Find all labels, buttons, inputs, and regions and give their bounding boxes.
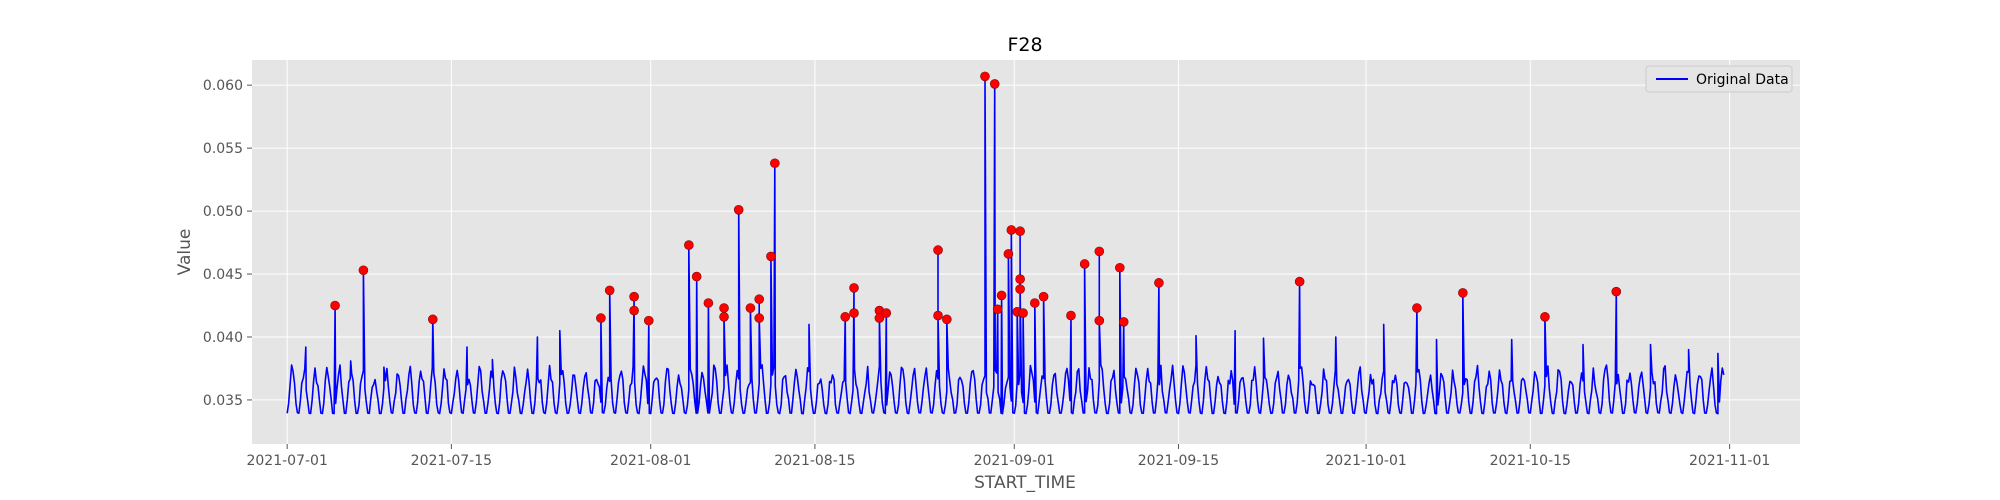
- highlight-point: [1458, 288, 1468, 298]
- grid: [252, 60, 1800, 444]
- x-tick-label: 2021-07-01: [246, 453, 327, 469]
- series-group: [286, 75, 1725, 415]
- highlight-point: [1015, 226, 1025, 237]
- highlight-point: [358, 265, 369, 276]
- highlight-point: [1066, 310, 1076, 321]
- highlight-point: [596, 313, 606, 323]
- highlight-point: [1029, 298, 1040, 308]
- highlight-point: [684, 240, 694, 250]
- highlight-point: [1015, 284, 1025, 294]
- x-tick-label: 2021-10-15: [1490, 453, 1571, 469]
- chart-title: F28: [1007, 34, 1042, 56]
- legend-label: Original Data: [1696, 72, 1789, 88]
- x-tick-label: 2021-08-15: [774, 453, 855, 469]
- highlight-point: [849, 283, 859, 293]
- series-line-original-data: [286, 75, 1725, 415]
- highlight-point: [754, 294, 765, 305]
- highlight-point: [643, 315, 654, 326]
- legend-box: [1645, 65, 1793, 93]
- highlight-point: [1154, 278, 1164, 288]
- y-tick-label: 0.050: [203, 204, 243, 220]
- x-tick-label: 2021-09-15: [1138, 453, 1219, 469]
- highlight-point: [1003, 249, 1014, 259]
- highlight-point: [980, 71, 990, 82]
- highlight-point: [766, 251, 776, 262]
- highlight-point: [849, 308, 859, 318]
- highlight-point: [840, 312, 851, 322]
- highlight-point: [1118, 317, 1129, 327]
- highlight-point: [1412, 303, 1422, 313]
- highlight-point: [874, 313, 885, 323]
- y-axis-title: Value: [175, 229, 195, 276]
- highlight-point: [1115, 262, 1125, 273]
- highlight-point: [996, 290, 1007, 301]
- highlight-point: [427, 314, 438, 325]
- highlight-point: [1611, 286, 1622, 297]
- x-tick-label: 2021-10-01: [1325, 453, 1406, 469]
- x-tick-label: 2021-09-01: [974, 453, 1055, 469]
- highlighted-points: [330, 71, 1622, 327]
- highlight-point: [1094, 315, 1105, 326]
- highlight-point: [1006, 225, 1017, 235]
- highlight-point: [629, 291, 639, 302]
- plot-background: [252, 60, 1800, 444]
- legend: Original Data: [1645, 65, 1793, 93]
- highlight-point: [719, 312, 729, 322]
- highlight-point: [719, 303, 729, 313]
- highlight-point: [754, 313, 765, 323]
- highlight-point: [1294, 276, 1305, 287]
- y-tick-label: 0.035: [203, 393, 243, 409]
- highlight-point: [733, 205, 744, 215]
- highlight-point: [1015, 274, 1025, 284]
- x-axis-title: START_TIME: [974, 473, 1076, 493]
- highlight-point: [604, 285, 615, 296]
- highlight-point: [703, 298, 714, 308]
- highlight-point: [942, 314, 952, 325]
- highlight-point: [770, 158, 780, 169]
- y-axis: 0.035 0.040 0.045 0.050 0.055 0.060: [203, 78, 252, 409]
- highlight-point: [629, 305, 639, 316]
- highlight-point: [330, 300, 340, 311]
- y-tick-label: 0.055: [203, 141, 243, 157]
- y-tick-label: 0.045: [203, 267, 243, 283]
- highlight-point: [881, 308, 892, 318]
- highlight-point: [933, 245, 943, 255]
- x-tick-label: 2021-08-01: [610, 453, 691, 469]
- highlight-point: [691, 271, 702, 282]
- highlight-point: [1038, 291, 1049, 302]
- x-axis: 2021-07-01 2021-07-15 2021-08-01 2021-08-15…: [246, 444, 1770, 469]
- y-tick-label: 0.060: [203, 78, 243, 94]
- highlight-point: [992, 304, 1003, 315]
- highlight-point: [1079, 259, 1090, 269]
- x-tick-label: 2021-07-15: [411, 453, 492, 469]
- x-tick-label: 2021-11-01: [1689, 453, 1770, 469]
- highlight-point: [1094, 246, 1105, 257]
- highlight-point: [933, 310, 943, 321]
- highlight-point: [745, 303, 756, 313]
- highlight-point: [1540, 312, 1550, 322]
- y-tick-label: 0.040: [203, 330, 243, 346]
- highlight-point: [989, 79, 1000, 89]
- highlight-point: [1018, 308, 1028, 318]
